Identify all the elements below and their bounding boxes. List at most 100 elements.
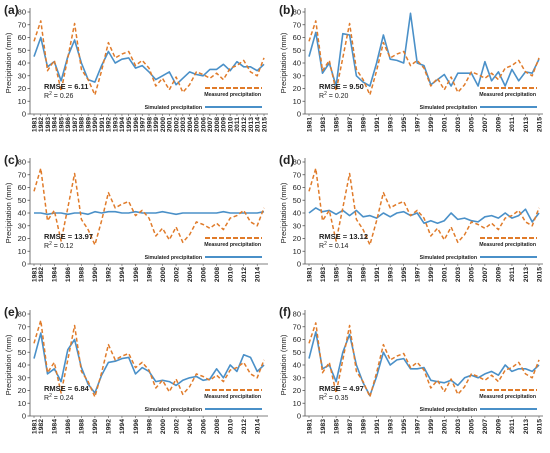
x-tick-label: 1981 [31,267,38,282]
x-tick-label: 2006 [200,117,207,132]
x-tick-label: 1993 [387,267,394,282]
y-tick-label: 30 [293,373,301,382]
x-tick-label: 1982 [38,419,45,434]
y-tick-label: 10 [18,399,26,408]
legend-simulated-label: Simulated precipitation [420,105,477,111]
x-tick-label: 2011 [234,117,241,132]
x-tick-label: 2015 [536,117,543,132]
x-tick-label: 2003 [455,117,462,132]
y-tick-label: 60 [18,183,26,192]
r2-value: = 0.14 [327,243,349,250]
rmse-label: RMSE = 6.84 [44,384,90,393]
y-tick-label: 80 [18,310,26,319]
r2-symbol: R [319,395,324,402]
x-tick-label: 2007 [482,267,489,282]
x-tick-label: 1988 [79,419,86,434]
x-tick-label: 1989 [360,117,367,132]
x-tick-label: 1997 [415,419,422,434]
r2-value: = 0.20 [327,93,349,100]
measured-precipitation-line [308,20,540,96]
x-tick-label: 1990 [92,419,99,434]
x-tick-label: 1989 [360,419,367,434]
x-tick-label: 1995 [401,419,408,434]
x-tick-label: 2000 [160,267,167,282]
panel-label: (e) [4,305,19,319]
x-tick-label: 2001 [442,419,449,434]
y-tick-label: 50 [293,196,301,205]
y-tick-label: 70 [18,170,26,179]
x-tick-label: 2005 [194,117,201,132]
x-tick-label: 2015 [261,117,268,132]
y-tick-label: 80 [293,8,301,17]
x-tick-label: 1984 [52,267,59,282]
x-tick-label: 2000 [160,117,167,132]
rmse-label: RMSE = 4.97 [319,384,364,393]
simulated-precipitation-line [308,12,540,87]
x-tick-label: 2005 [469,117,476,132]
y-tick-label: 80 [293,158,301,167]
chart-panel-1: (a) Precipitation (mm) 0 10 20 30 40 50 60 70 80 19… [4,3,268,132]
y-tick-label: 40 [293,361,301,370]
r2-symbol: R [319,93,324,100]
panel-label: (a) [4,3,19,17]
measured-precipitation-line [308,167,540,246]
r2-superscript: 2 [324,393,327,399]
x-tick-label: 1995 [401,117,408,132]
x-tick-label: 1998 [146,267,153,282]
y-axis-label: Precipitation (mm) [4,32,13,93]
r2-value: = 0.12 [52,243,74,250]
legend-simulated-label: Simulated precipitation [420,407,477,413]
x-tick-label: 1983 [45,117,52,132]
y-tick-label: 10 [18,247,26,256]
x-tick-label: 1999 [428,117,435,132]
x-tick-label: 1992 [106,117,113,132]
rmse-label: RMSE = 13.97 [44,232,93,241]
x-tick-label: 1987 [72,117,79,132]
x-tick-label: 1981 [31,419,38,434]
r2-label: R2 = 0.35 [319,393,349,402]
x-tick-label: 1982 [38,117,45,132]
measured-precipitation-line [33,167,265,246]
x-tick-label: 2008 [214,267,221,282]
x-tick-label: 1995 [401,267,408,282]
x-tick-label: 1990 [92,267,99,282]
chart-panel-2: (b) Precipitation (mm) 0 10 20 30 40 50 60 70 80 19… [279,3,543,132]
x-tick-label: 1995 [126,117,133,132]
panel-label: (b) [279,3,294,17]
y-tick-label: 60 [293,183,301,192]
x-tick-label: 1992 [106,267,113,282]
y-tick-label: 70 [18,322,26,331]
x-tick-label: 1990 [92,117,99,132]
x-tick-label: 2002 [173,117,180,132]
y-tick-label: 30 [18,71,26,80]
legend-simulated-label: Simulated precipitation [420,255,477,261]
x-tick-label: 1994 [119,117,126,132]
y-axis-label: Precipitation (mm) [279,334,288,395]
r2-symbol: R [44,93,49,100]
y-tick-label: 0 [297,412,301,421]
y-tick-label: 60 [18,335,26,344]
measured-precipitation-line [33,20,265,96]
x-tick-label: 2014 [255,419,262,434]
r2-superscript: 2 [49,241,52,247]
x-tick-label: 1988 [79,117,86,132]
legend-simulated-label: Simulated precipitation [145,407,202,413]
x-tick-label: 2012 [241,419,248,434]
x-tick-label: 1999 [153,117,160,132]
rmse-label: RMSE = 9.50 [319,82,364,91]
y-tick-label: 80 [18,158,26,167]
y-tick-label: 50 [18,46,26,55]
x-tick-label: 1991 [374,117,381,132]
x-tick-label: 1993 [112,117,119,132]
x-tick-label: 2014 [255,267,262,282]
x-tick-label: 2013 [248,117,255,132]
x-tick-label: 1984 [52,117,59,132]
x-tick-label: 1999 [428,419,435,434]
r2-superscript: 2 [49,91,52,97]
r2-superscript: 2 [324,241,327,247]
x-tick-label: 2013 [523,117,530,132]
x-tick-label: 2011 [509,267,516,282]
x-tick-label: 1981 [306,419,313,434]
x-tick-label: 1993 [387,419,394,434]
